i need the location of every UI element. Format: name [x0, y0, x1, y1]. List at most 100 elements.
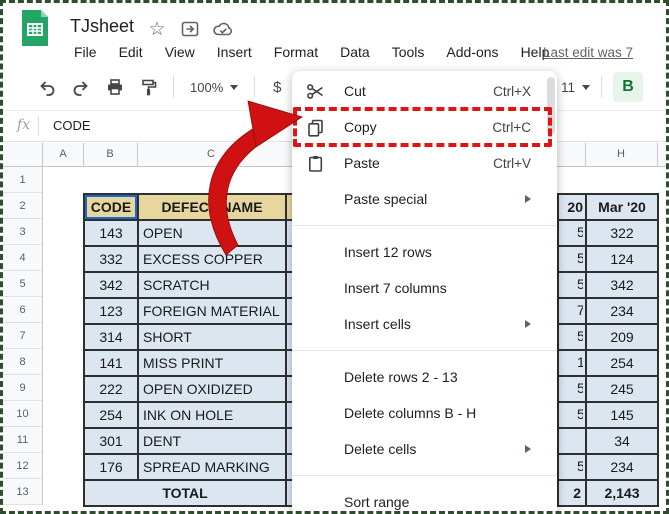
- code-cell[interactable]: 141: [83, 349, 139, 377]
- defect-cell[interactable]: SPREAD MARKING: [137, 453, 287, 481]
- column-header-a[interactable]: A: [59, 148, 67, 160]
- menu-item-delete-cells[interactable]: Delete cells: [292, 431, 557, 467]
- mar-total-cell[interactable]: 2,143: [585, 479, 659, 507]
- menu-tools[interactable]: Tools: [391, 44, 425, 60]
- row-header-4[interactable]: 4: [3, 245, 43, 271]
- defect-cell[interactable]: OPEN OXIDIZED: [137, 375, 287, 403]
- menu-file[interactable]: File: [74, 44, 97, 60]
- defect-cell[interactable]: DENT: [137, 427, 287, 455]
- bold-button[interactable]: B: [613, 72, 644, 102]
- row-header-6[interactable]: 6: [3, 297, 43, 323]
- menu-item-insert-cells[interactable]: Insert cells: [292, 306, 557, 342]
- defect-cell[interactable]: INK ON HOLE: [137, 401, 287, 429]
- formula-input[interactable]: CODE: [53, 118, 91, 133]
- defect-cell[interactable]: SCRATCH: [137, 271, 287, 299]
- feb-cell[interactable]: 5: [557, 401, 587, 429]
- move-to-folder-icon[interactable]: [179, 18, 201, 40]
- menu-insert[interactable]: Insert: [216, 44, 252, 60]
- menu-item-cut[interactable]: Cut Ctrl+X: [292, 73, 557, 109]
- row-header-7[interactable]: 7: [3, 323, 43, 349]
- row-header-9[interactable]: 9: [3, 375, 43, 401]
- row-header-8[interactable]: 8: [3, 349, 43, 375]
- feb-cell[interactable]: 5: [557, 323, 587, 351]
- menu-addons[interactable]: Add-ons: [446, 44, 499, 60]
- mar-cell[interactable]: 245: [585, 375, 659, 403]
- mar-cell[interactable]: 254: [585, 349, 659, 377]
- defect-cell[interactable]: MISS PRINT: [137, 349, 287, 377]
- currency-format-button[interactable]: $: [273, 78, 282, 96]
- cloud-saved-icon[interactable]: [212, 18, 234, 40]
- row-header-5[interactable]: 5: [3, 271, 43, 297]
- code-cell[interactable]: 342: [83, 271, 139, 299]
- code-cell[interactable]: 314: [83, 323, 139, 351]
- defect-cell[interactable]: OPEN: [137, 219, 287, 247]
- menu-view[interactable]: View: [164, 44, 195, 60]
- mar-cell[interactable]: 124: [585, 245, 659, 273]
- code-cell[interactable]: 222: [83, 375, 139, 403]
- row-header-1[interactable]: 1: [3, 167, 43, 193]
- code-cell[interactable]: 123: [83, 297, 139, 325]
- menu-item-delete-columns[interactable]: Delete columns B - H: [292, 395, 557, 431]
- mar-cell[interactable]: 209: [585, 323, 659, 351]
- column-header-b[interactable]: B: [106, 148, 114, 160]
- menu-item-paste-special[interactable]: Paste special: [292, 181, 557, 217]
- star-icon[interactable]: ☆: [148, 18, 166, 40]
- feb-cell[interactable]: 5: [557, 453, 587, 481]
- code-header-cell[interactable]: CODE: [83, 193, 139, 221]
- defect-header-cell[interactable]: DEFECT NAME: [137, 193, 287, 221]
- font-size-value[interactable]: 11: [561, 79, 576, 95]
- row-header-12[interactable]: 12: [3, 453, 43, 479]
- menu-edit[interactable]: Edit: [118, 44, 143, 60]
- feb-cell[interactable]: 5: [557, 271, 587, 299]
- row-header-3[interactable]: 3: [3, 219, 43, 245]
- column-header-h[interactable]: H: [617, 148, 625, 160]
- feb-cell[interactable]: 1: [557, 349, 587, 377]
- menu-item-copy[interactable]: Copy Ctrl+C: [292, 107, 557, 147]
- row-header-10[interactable]: 10: [3, 401, 43, 427]
- mar-cell[interactable]: 234: [585, 297, 659, 325]
- feb-cell[interactable]: 5: [557, 245, 587, 273]
- row-header-11[interactable]: 11: [3, 427, 43, 453]
- menu-item-delete-rows[interactable]: Delete rows 2 - 13: [292, 359, 557, 395]
- feb-cell[interactable]: 7: [557, 297, 587, 325]
- menu-data[interactable]: Data: [340, 44, 370, 60]
- undo-button[interactable]: [33, 73, 61, 101]
- defect-cell[interactable]: SHORT: [137, 323, 287, 351]
- menu-format[interactable]: Format: [273, 44, 319, 60]
- row-header-2[interactable]: 2: [3, 193, 43, 219]
- menu-item-insert-rows[interactable]: Insert 12 rows: [292, 234, 557, 270]
- feb-cell[interactable]: [557, 427, 587, 455]
- code-cell[interactable]: 301: [83, 427, 139, 455]
- paint-format-button[interactable]: [135, 73, 163, 101]
- feb-total-cell[interactable]: 2: [557, 479, 587, 507]
- feb-cell[interactable]: 5: [557, 375, 587, 403]
- code-cell[interactable]: 254: [83, 401, 139, 429]
- document-title[interactable]: TJsheet: [70, 16, 135, 36]
- defect-cell[interactable]: FOREIGN MATERIAL: [137, 297, 287, 325]
- mar-cell[interactable]: 145: [585, 401, 659, 429]
- print-button[interactable]: [101, 73, 129, 101]
- menu-scrollbar-thumb[interactable]: [547, 77, 555, 135]
- mar-header-cell[interactable]: Mar '20: [585, 193, 659, 221]
- code-cell[interactable]: 332: [83, 245, 139, 273]
- column-header-c[interactable]: C: [207, 148, 215, 160]
- zoom-control[interactable]: 100%: [184, 80, 244, 95]
- mar-cell[interactable]: 234: [585, 453, 659, 481]
- code-cell[interactable]: 143: [83, 219, 139, 247]
- menu-help[interactable]: Help: [520, 44, 550, 60]
- feb-cell[interactable]: 5: [557, 219, 587, 247]
- defect-cell[interactable]: EXCESS COPPER: [137, 245, 287, 273]
- redo-button[interactable]: [67, 73, 95, 101]
- code-cell[interactable]: 176: [83, 453, 139, 481]
- menu-item-sort-range[interactable]: Sort range: [292, 484, 557, 511]
- mar-cell[interactable]: 34: [585, 427, 659, 455]
- chevron-down-icon[interactable]: [582, 84, 591, 94]
- last-edit-link[interactable]: Last edit was 7: [543, 45, 634, 60]
- feb-header-cell[interactable]: 20: [557, 193, 587, 221]
- menu-item-insert-columns[interactable]: Insert 7 columns: [292, 270, 557, 306]
- select-all-corner[interactable]: [3, 143, 43, 167]
- mar-cell[interactable]: 322: [585, 219, 659, 247]
- total-label-cell[interactable]: TOTAL: [83, 479, 287, 507]
- mar-cell[interactable]: 342: [585, 271, 659, 299]
- row-header-13[interactable]: 13: [3, 479, 43, 505]
